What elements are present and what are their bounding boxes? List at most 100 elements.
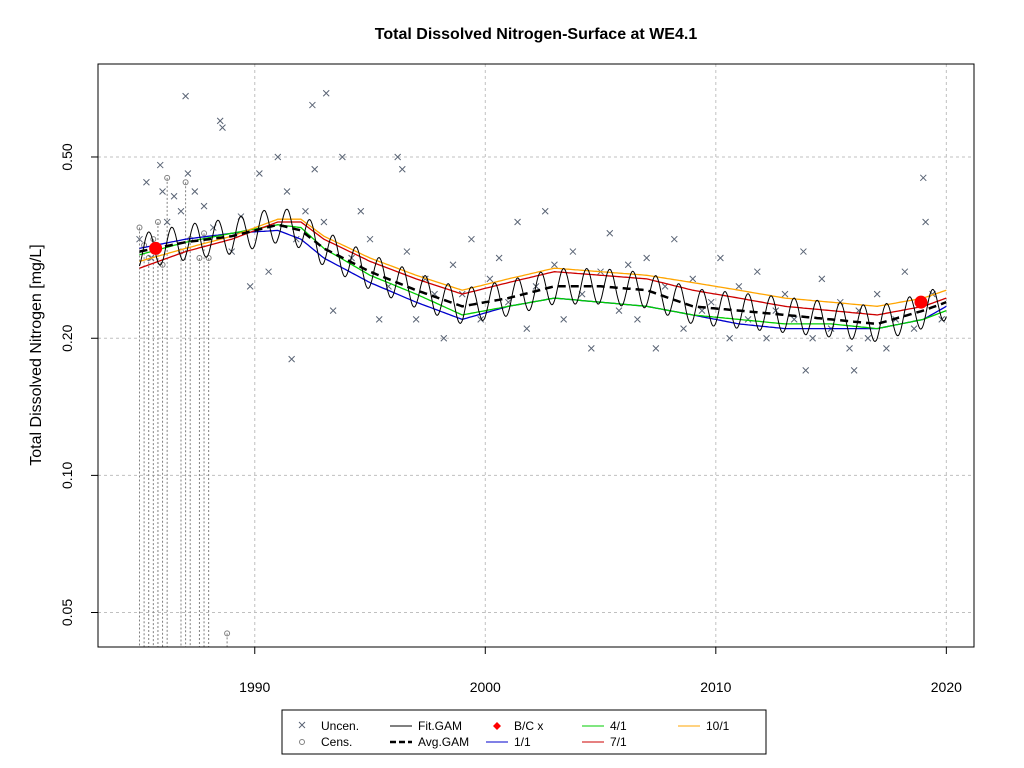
legend-label-cens: Cens.: [321, 735, 352, 749]
legend: Uncen. Cens. Fit.GAM Avg.GAM B/C x 1/1 4…: [281, 709, 767, 755]
y-tick-label: 0.05: [59, 599, 75, 626]
uncensored-point: [864, 334, 872, 342]
uncensored-point: [440, 334, 448, 342]
uncensored-point: [156, 161, 164, 169]
series-line-10-1: [139, 218, 947, 307]
x-axis: 1990 2000 2010 2020: [239, 647, 962, 695]
uncensored-point: [191, 188, 199, 195]
uncensored-point: [735, 282, 743, 290]
uncensored-point: [309, 101, 316, 109]
uncensored-point: [311, 165, 319, 173]
x-tick-label: 2000: [470, 679, 501, 695]
series-line-1-1: [139, 229, 947, 330]
uncensored-point: [726, 334, 733, 342]
trend-lines-layer: [139, 208, 947, 342]
uncensored-point: [449, 261, 457, 269]
legend-label-d1-1: 1/1: [514, 735, 531, 749]
y-axis-label: Total Dissolved Nitrogen [mg/L]: [28, 244, 45, 465]
censored-point: [182, 179, 189, 186]
uncensored-point: [219, 124, 226, 131]
legend-d10-1: 10/1: [678, 719, 730, 733]
legend-uncen: Uncen.: [298, 719, 359, 733]
uncensored-point: [398, 165, 406, 173]
uncensored-point: [329, 307, 337, 314]
legend-cens: Cens.: [299, 735, 352, 749]
uncensored-point: [615, 307, 623, 314]
censored-point: [154, 218, 161, 225]
uncensored-point: [320, 218, 328, 226]
legend-d7-1: 7/1: [582, 735, 627, 749]
uncensored-point: [170, 192, 178, 200]
uncensored-point: [790, 316, 798, 323]
uncensored-point: [846, 345, 853, 352]
uncensored-point: [468, 235, 475, 243]
uncensored-point: [246, 282, 254, 290]
legend-label-bc: B/C x: [514, 719, 543, 733]
uncensored-point: [523, 325, 531, 332]
uncensored-point: [339, 153, 346, 161]
diamond-marker-icon: [493, 722, 501, 730]
x-tick-label: 1990: [239, 679, 270, 695]
uncensored-point: [375, 316, 383, 323]
series-line-fit-gam: [139, 208, 947, 342]
uncensored-point: [922, 218, 929, 226]
uncensored-point: [569, 248, 577, 255]
series-line-4-1: [139, 224, 947, 330]
uncensored-point: [495, 254, 503, 262]
y-tick-label: 0.10: [59, 462, 75, 489]
x-tick-label: 2020: [931, 679, 962, 695]
uncensored-point: [800, 248, 807, 255]
censored-point: [205, 255, 212, 262]
uncensored-point: [256, 170, 263, 177]
grid-layer: [98, 64, 974, 647]
x-tick-label: 2010: [700, 679, 731, 695]
y-tick-label: 0.20: [59, 324, 75, 351]
uncensored-point: [159, 188, 166, 195]
legend-d1-1: 1/1: [486, 735, 531, 749]
bc-points-layer: [149, 241, 928, 309]
uncensored-point: [606, 229, 614, 237]
uncensored-point: [707, 298, 715, 306]
legend-label-d7-1: 7/1: [610, 735, 627, 749]
uncensored-point: [163, 218, 171, 226]
uncensored-point: [477, 316, 485, 323]
legend-d4-1: 4/1: [582, 719, 627, 733]
uncensored-point: [486, 275, 494, 283]
censored-point: [196, 255, 203, 262]
uncensored-point: [670, 235, 678, 243]
uncensored-point: [689, 275, 697, 283]
legend-bc: B/C x: [493, 719, 543, 733]
uncensored-point: [412, 316, 420, 323]
censored-point: [136, 224, 143, 231]
legend-label-d10-1: 10/1: [706, 719, 730, 733]
bc-point: [914, 295, 928, 309]
uncensored-point: [818, 275, 826, 283]
censored-point: [164, 174, 171, 181]
uncensored-point: [624, 261, 632, 269]
legend-label-fit-gam: Fit.GAM: [418, 719, 462, 733]
uncensored-point: [781, 290, 789, 298]
uncensored-point: [514, 218, 521, 226]
uncensored-point: [634, 316, 641, 323]
bc-point: [149, 241, 163, 255]
uncensored-point: [850, 367, 858, 374]
censored-points-layer: [136, 174, 231, 647]
uncensored-point: [265, 268, 272, 276]
uncensored-point: [177, 207, 185, 215]
y-axis: 0.05 0.10 0.20 0.50: [59, 143, 98, 626]
y-tick-label: 0.50: [59, 143, 75, 170]
legend-avg-gam: Avg.GAM: [390, 735, 469, 749]
uncensored-point: [541, 207, 549, 215]
legend-label-avg-gam: Avg.GAM: [418, 735, 469, 749]
uncensored-point: [216, 117, 224, 125]
uncensored-point: [288, 355, 295, 363]
series-line-avg-gam: [139, 223, 947, 326]
uncensored-point: [394, 153, 402, 161]
legend-box: [281, 709, 767, 755]
uncensored-point: [643, 254, 651, 262]
uncensored-point: [901, 268, 909, 276]
uncensored-point: [744, 316, 752, 323]
uncensored-point: [274, 153, 282, 161]
uncensored-point: [919, 174, 927, 182]
